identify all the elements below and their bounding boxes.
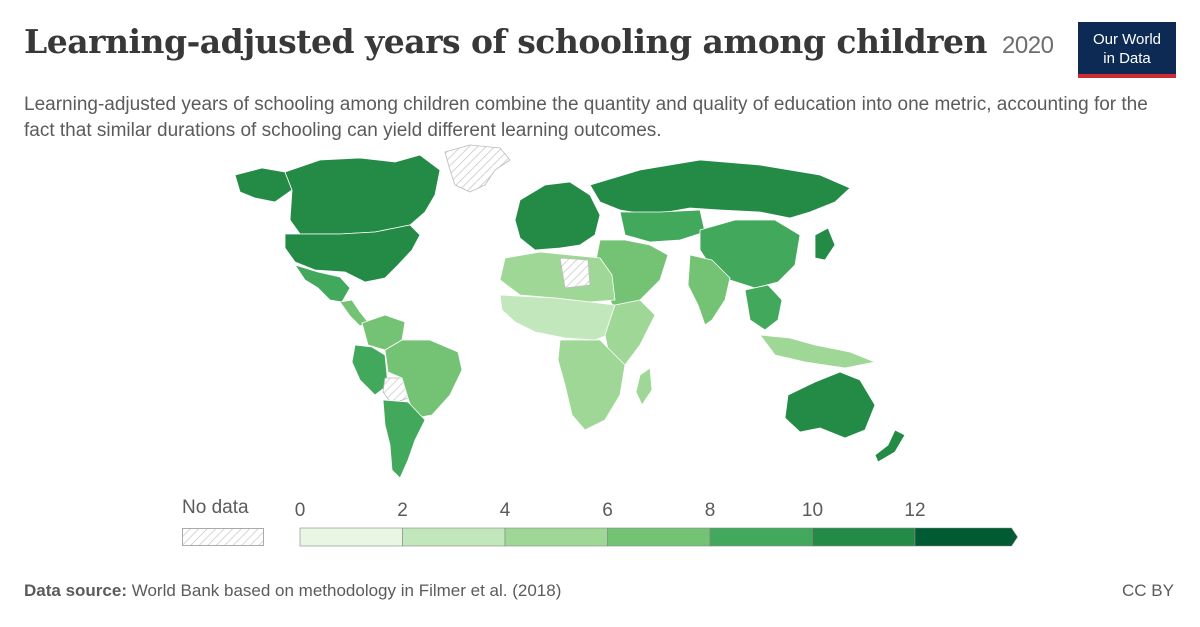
indonesia-region[interactable] <box>759 334 876 369</box>
greenland-region[interactable] <box>444 144 511 193</box>
owid-logo[interactable]: Our World in Data <box>1078 22 1176 78</box>
chart-subtitle: Learning-adjusted years of schooling amo… <box>24 94 1148 141</box>
north-africa-region[interactable] <box>499 251 616 303</box>
world-map[interactable] <box>0 140 1200 480</box>
legend-tick-label: 8 <box>705 500 716 521</box>
footer-source: Data source: World Bank based on methodo… <box>24 581 561 601</box>
source-text: World Bank based on methodology in Filme… <box>131 581 562 600</box>
source-label: Data source: <box>24 581 127 600</box>
legend-no-data-label: No data <box>182 497 249 518</box>
title-year: 2020 <box>1002 32 1054 59</box>
legend-no-data-swatch <box>182 528 264 546</box>
alaska-region[interactable] <box>234 167 293 203</box>
legend-bin[interactable] <box>299 527 403 547</box>
brazil-region[interactable] <box>384 339 463 419</box>
title-text: Learning-adjusted years of schooling amo… <box>24 22 988 61</box>
japan-region[interactable] <box>814 227 836 261</box>
legend-tick-label: 0 <box>295 500 306 521</box>
india-region[interactable] <box>687 254 731 326</box>
usa-region[interactable] <box>284 224 421 283</box>
southeast-asia-region[interactable] <box>744 284 783 331</box>
madagascar-region[interactable] <box>635 367 653 406</box>
legend-bin[interactable] <box>402 527 506 547</box>
logo-line-2: in Data <box>1103 50 1151 67</box>
europe-region[interactable] <box>514 181 601 251</box>
legend-color-scale: 0 2 4 6 8 10 12 <box>295 500 1018 547</box>
legend-tick-label: 2 <box>397 500 408 521</box>
legend-tick-label: 6 <box>602 500 613 521</box>
logo-line-1: Our World <box>1092 31 1162 48</box>
legend-tick-label: 10 <box>802 500 823 521</box>
license-link[interactable]: CC BY <box>1122 581 1174 600</box>
legend-bin[interactable] <box>607 527 711 547</box>
chart-title: Learning-adjusted years of schooling amo… <box>24 22 1054 61</box>
central-asia-region[interactable] <box>619 209 706 243</box>
legend-tick-label: 12 <box>904 500 925 521</box>
legend-bin[interactable] <box>504 527 608 547</box>
legend-bin[interactable] <box>914 527 1018 547</box>
libya-region[interactable] <box>559 257 591 289</box>
new-zealand-region[interactable] <box>874 429 906 463</box>
canada-region[interactable] <box>284 154 441 235</box>
argentina-region[interactable] <box>382 399 426 479</box>
east-africa-region[interactable] <box>604 299 656 366</box>
west-africa-region[interactable] <box>499 294 621 341</box>
legend-tick-label: 4 <box>500 500 511 521</box>
russia-region[interactable] <box>589 159 851 219</box>
legend-bin[interactable] <box>709 527 813 547</box>
peru-region[interactable] <box>351 344 389 396</box>
australia-region[interactable] <box>784 371 876 439</box>
legend-bin[interactable] <box>812 527 916 547</box>
southern-africa-region[interactable] <box>557 339 626 431</box>
